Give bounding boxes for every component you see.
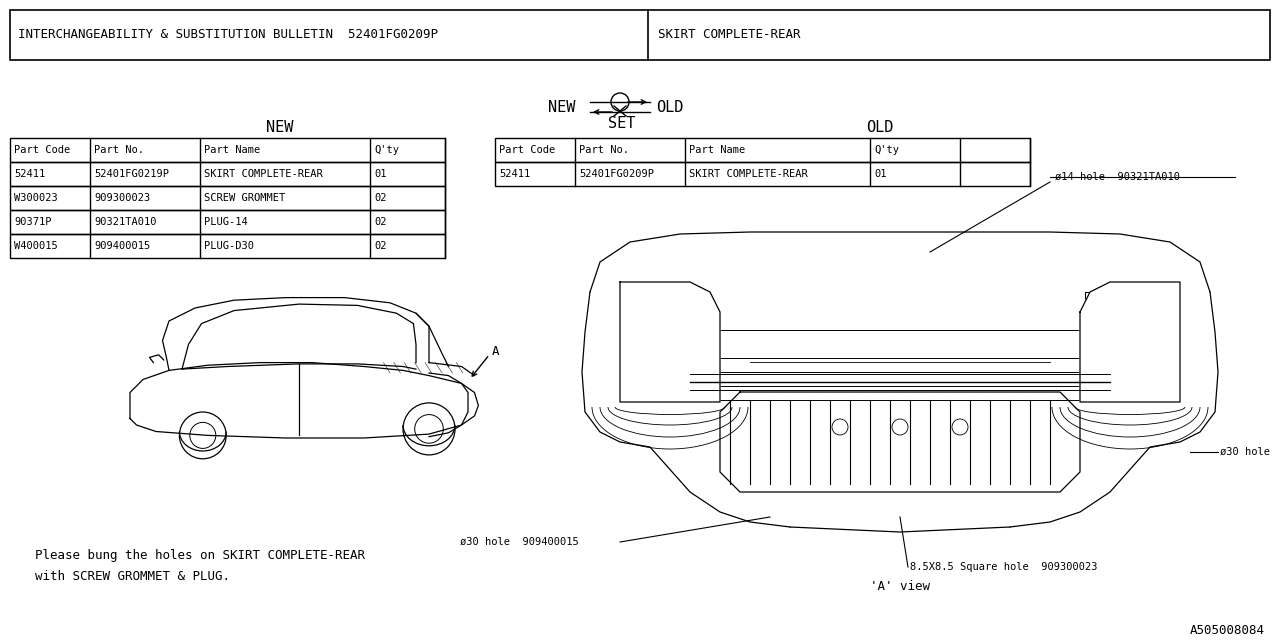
Bar [10,210,445,234]
Text: with SCREW GROMMET & PLUG.: with SCREW GROMMET & PLUG. [35,570,230,582]
Text: W300023: W300023 [14,193,58,203]
Text: 909300023: 909300023 [93,193,150,203]
Text: 52401FG0209P: 52401FG0209P [579,169,654,179]
Text: Part Code: Part Code [14,145,70,155]
Bar [628,292,666,330]
Text: ø30 hole  909400015: ø30 hole 909400015 [460,537,579,547]
Bar [10,138,445,162]
Text: SKIRT COMPLETE-REAR: SKIRT COMPLETE-REAR [204,169,323,179]
Bar [10,186,445,210]
Text: Part No.: Part No. [93,145,143,155]
Polygon shape [1080,282,1180,402]
Text: ø30 hole  909400015: ø30 hole 909400015 [1220,447,1280,457]
Text: 909400015: 909400015 [93,241,150,251]
Text: PLUG-14: PLUG-14 [204,217,248,227]
Bar [495,162,1030,186]
Bar [672,292,710,330]
Text: 52411: 52411 [499,169,530,179]
Text: OLD: OLD [867,120,893,136]
Text: NEW: NEW [548,99,575,115]
Text: SKIRT COMPLETE-REAR: SKIRT COMPLETE-REAR [658,29,800,42]
Text: INTERCHANGEABILITY & SUBSTITUTION BULLETIN  52401FG0209P: INTERCHANGEABILITY & SUBSTITUTION BULLET… [18,29,438,42]
Text: 02: 02 [374,193,387,203]
Text: Part Name: Part Name [204,145,260,155]
Text: A: A [492,345,499,358]
Text: 90321TA010: 90321TA010 [93,217,156,227]
Text: W400015: W400015 [14,241,58,251]
Text: PLUG-D30: PLUG-D30 [204,241,253,251]
Polygon shape [620,282,719,402]
Text: 01: 01 [374,169,387,179]
Bar [1085,292,1123,330]
Text: Q'ty: Q'ty [374,145,399,155]
Bar [10,162,445,186]
Text: A505008084: A505008084 [1190,623,1265,637]
Text: SKIRT COMPLETE-REAR: SKIRT COMPLETE-REAR [689,169,808,179]
Text: 8.5X8.5 Square hole  909300023: 8.5X8.5 Square hole 909300023 [910,562,1097,572]
Text: SET: SET [608,116,635,131]
Text: 02: 02 [374,241,387,251]
Bar [10,234,445,258]
Text: 02: 02 [374,217,387,227]
Text: ø14 hole  90321TA010: ø14 hole 90321TA010 [1055,172,1180,182]
Text: Part Code: Part Code [499,145,556,155]
Bar [10,10,1270,60]
Text: 'A' view: 'A' view [870,580,931,593]
Text: 52411: 52411 [14,169,45,179]
Text: NEW: NEW [266,120,293,136]
Text: Part No.: Part No. [579,145,628,155]
Text: Part Name: Part Name [689,145,745,155]
Text: SCREW GROMMET: SCREW GROMMET [204,193,285,203]
Text: 01: 01 [874,169,887,179]
Text: Q'ty: Q'ty [874,145,899,155]
Text: Please bung the holes on SKIRT COMPLETE-REAR: Please bung the holes on SKIRT COMPLETE-… [35,550,365,563]
Text: 52401FG0219P: 52401FG0219P [93,169,169,179]
Bar [1129,292,1167,330]
Text: OLD: OLD [657,99,684,115]
Text: 90371P: 90371P [14,217,51,227]
Bar [495,138,1030,162]
